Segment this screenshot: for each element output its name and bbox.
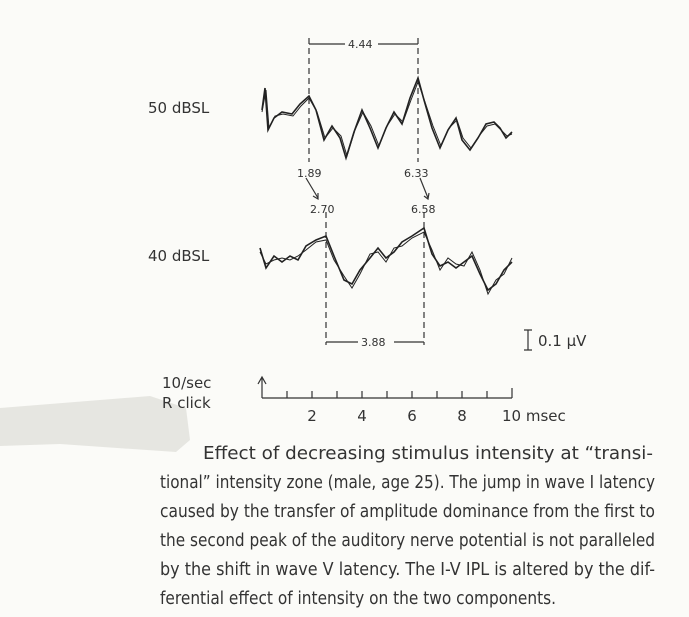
scale-label: 0.1 μV — [538, 332, 587, 350]
caption-line: the second peak of the auditory nerve po… — [160, 531, 655, 551]
latency-label: 2.70 — [310, 203, 335, 216]
annotations — [257, 38, 532, 399]
scan-smudge — [0, 396, 190, 452]
trace-40 — [259, 226, 513, 292]
trace-label: 50 dBSL — [148, 99, 210, 117]
arrow — [419, 177, 429, 199]
time-label: 2 — [307, 407, 317, 425]
stimulus-label: R click — [162, 394, 211, 412]
caption-line: ferential effect of intensity on the two… — [160, 589, 556, 609]
arrow-head — [312, 193, 319, 201]
caption-line: Effect of decreasing stimulus intensity … — [203, 444, 653, 464]
time-label: 4 — [357, 407, 367, 425]
caption-line: caused by the transfer of amplitude domi… — [160, 502, 655, 522]
time-ticks — [286, 388, 513, 398]
interval-label: 3.88 — [361, 336, 386, 349]
waveforms — [259, 75, 513, 296]
scale-bar — [524, 329, 532, 351]
caption-line: tional” intensity zone (male, age 25). T… — [160, 473, 655, 493]
latency-label: 1.89 — [297, 167, 322, 180]
arrow-head — [423, 192, 430, 201]
interval-label: 4.44 — [348, 38, 373, 51]
time-label: 6 — [407, 407, 417, 425]
trace-50-repeat — [261, 80, 513, 158]
arrow — [305, 177, 319, 199]
time-label: 10 msec — [502, 407, 566, 425]
latency-label: 6.33 — [404, 167, 429, 180]
trace-label: 40 dBSL — [148, 247, 210, 265]
trace-40-repeat — [259, 231, 513, 296]
latency-label: 6.58 — [411, 203, 436, 216]
stimulus-label: 10/sec — [162, 374, 211, 392]
caption-line: by the shift in wave V latency. The I-V … — [160, 560, 655, 580]
time-label: 8 — [457, 407, 467, 425]
